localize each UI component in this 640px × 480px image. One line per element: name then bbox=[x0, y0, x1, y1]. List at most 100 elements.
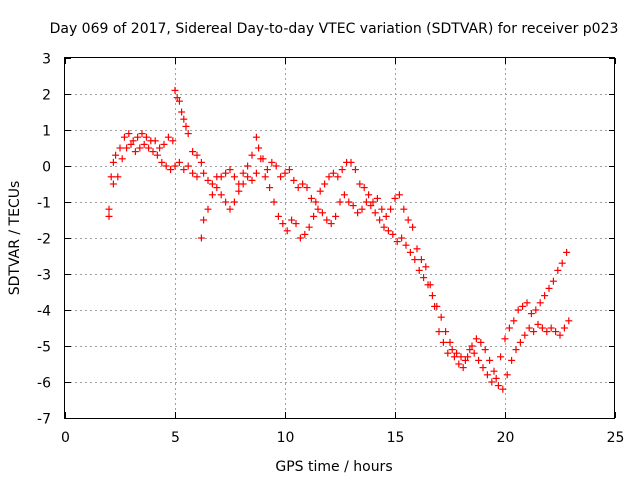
data-point bbox=[266, 184, 274, 192]
data-point bbox=[453, 349, 461, 357]
data-point bbox=[312, 198, 320, 206]
data-point bbox=[505, 324, 513, 332]
data-point bbox=[239, 169, 247, 177]
data-point bbox=[105, 205, 113, 213]
data-point bbox=[406, 248, 414, 256]
data-point bbox=[279, 220, 287, 228]
data-point bbox=[435, 328, 443, 336]
data-point bbox=[112, 151, 120, 159]
data-point bbox=[109, 180, 117, 188]
series-1 bbox=[105, 86, 571, 386]
data-point bbox=[422, 263, 430, 271]
data-point bbox=[268, 158, 276, 166]
data-point bbox=[261, 173, 269, 181]
data-point bbox=[413, 245, 421, 253]
data-point bbox=[292, 220, 300, 228]
data-point bbox=[347, 158, 355, 166]
data-point bbox=[479, 364, 487, 372]
data-point bbox=[230, 173, 238, 181]
data-point bbox=[446, 338, 454, 346]
data-point bbox=[129, 137, 137, 145]
data-point bbox=[184, 162, 192, 170]
data-point bbox=[349, 202, 357, 210]
data-point bbox=[136, 144, 144, 152]
data-point bbox=[556, 331, 564, 339]
data-point bbox=[296, 234, 304, 242]
y-tick-label: -1 bbox=[37, 196, 51, 212]
data-point bbox=[439, 338, 447, 346]
data-point bbox=[371, 209, 379, 217]
y-tick-label: -7 bbox=[37, 412, 51, 428]
data-point bbox=[490, 367, 498, 375]
data-point bbox=[437, 313, 445, 321]
y-tick-label: 1 bbox=[42, 124, 51, 140]
data-point bbox=[162, 162, 170, 170]
data-point bbox=[244, 173, 252, 181]
data-point bbox=[369, 198, 377, 206]
data-point bbox=[340, 191, 348, 199]
data-point bbox=[169, 137, 177, 145]
data-point bbox=[204, 205, 212, 213]
data-point bbox=[534, 320, 542, 328]
data-point bbox=[193, 173, 201, 181]
data-point bbox=[391, 194, 399, 202]
data-point bbox=[252, 169, 260, 177]
data-point bbox=[149, 148, 157, 156]
y-tick-label: -4 bbox=[37, 304, 51, 320]
data-point bbox=[373, 194, 381, 202]
data-point bbox=[367, 202, 375, 210]
data-point bbox=[288, 216, 296, 224]
data-point bbox=[549, 277, 557, 285]
data-point bbox=[327, 220, 335, 228]
data-point bbox=[393, 238, 401, 246]
data-point bbox=[116, 144, 124, 152]
data-point bbox=[316, 187, 324, 195]
data-point bbox=[464, 353, 472, 361]
data-point bbox=[457, 353, 465, 361]
data-point bbox=[545, 284, 553, 292]
data-point bbox=[450, 353, 458, 361]
y-tick-label: 2 bbox=[42, 88, 51, 104]
data-point bbox=[494, 382, 502, 390]
data-point bbox=[171, 86, 179, 94]
data-point bbox=[184, 130, 192, 138]
data-point bbox=[173, 94, 181, 102]
data-point bbox=[200, 169, 208, 177]
x-tick-label: 25 bbox=[607, 430, 625, 446]
data-point bbox=[299, 180, 307, 188]
data-point bbox=[204, 176, 212, 184]
data-point bbox=[178, 108, 186, 116]
data-point bbox=[459, 364, 467, 372]
data-point bbox=[384, 227, 392, 235]
y-tick-label: 0 bbox=[42, 160, 51, 176]
data-point bbox=[200, 216, 208, 224]
data-point bbox=[455, 360, 463, 368]
data-point bbox=[541, 292, 549, 300]
data-point bbox=[365, 191, 373, 199]
data-point bbox=[354, 209, 362, 217]
data-point bbox=[321, 180, 329, 188]
data-point bbox=[270, 198, 278, 206]
data-point bbox=[563, 248, 571, 256]
data-point bbox=[400, 205, 408, 213]
data-point bbox=[336, 198, 344, 206]
data-point bbox=[118, 155, 126, 163]
data-point bbox=[226, 205, 234, 213]
y-tick-label: -6 bbox=[37, 376, 51, 392]
y-tick-label: -2 bbox=[37, 232, 51, 248]
data-point bbox=[175, 158, 183, 166]
data-point bbox=[380, 223, 388, 231]
data-point bbox=[285, 166, 293, 174]
data-point bbox=[409, 223, 417, 231]
data-point bbox=[387, 205, 395, 213]
data-point bbox=[389, 230, 397, 238]
data-point bbox=[472, 335, 480, 343]
data-point bbox=[208, 180, 216, 188]
x-tick-label: 5 bbox=[171, 430, 180, 446]
data-point bbox=[525, 324, 533, 332]
data-point bbox=[448, 346, 456, 354]
data-point bbox=[310, 212, 318, 220]
data-point bbox=[362, 198, 370, 206]
data-point bbox=[189, 148, 197, 156]
